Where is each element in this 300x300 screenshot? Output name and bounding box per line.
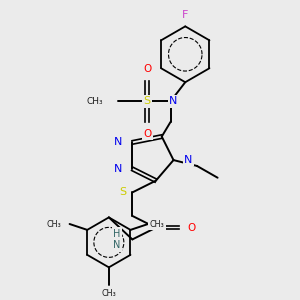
Text: N: N: [113, 164, 122, 174]
Text: S: S: [119, 188, 127, 197]
Text: CH₃: CH₃: [150, 220, 164, 229]
Text: O: O: [187, 223, 195, 233]
Text: N: N: [113, 137, 122, 147]
Text: CH₃: CH₃: [86, 97, 103, 106]
Text: F: F: [182, 10, 188, 20]
Text: N: N: [184, 155, 192, 165]
Text: S: S: [143, 96, 151, 106]
Text: O: O: [143, 64, 151, 74]
Text: CH₃: CH₃: [101, 289, 116, 298]
Text: N: N: [169, 96, 178, 106]
Text: O: O: [143, 129, 151, 139]
Text: H
N: H N: [113, 229, 121, 250]
Text: CH₃: CH₃: [46, 220, 61, 229]
